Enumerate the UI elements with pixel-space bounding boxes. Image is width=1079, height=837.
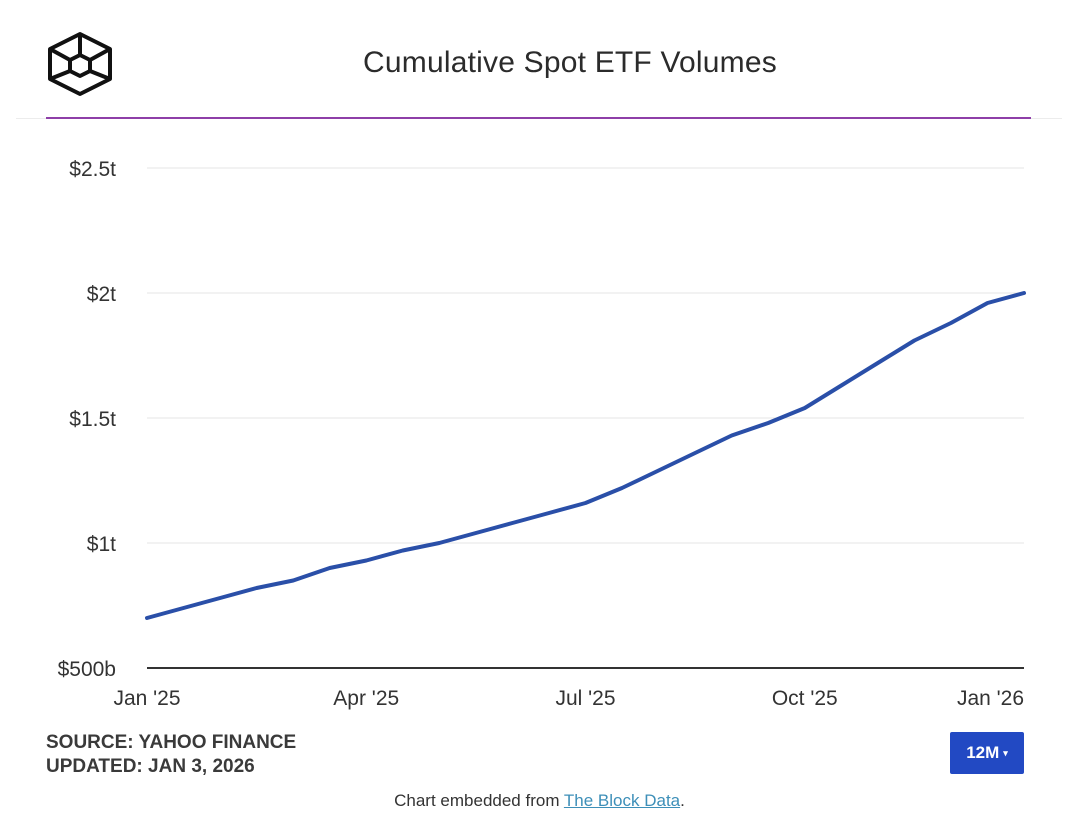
embed-credit: Chart embedded from The Block Data. — [0, 791, 1079, 811]
source-block: SOURCE: YAHOO FINANCE UPDATED: JAN 3, 20… — [46, 731, 296, 779]
source-text: SOURCE: YAHOO FINANCE — [46, 732, 297, 753]
x-tick-label: Jul '25 — [555, 687, 615, 710]
title-accent-line — [46, 117, 1031, 119]
embed-prefix: Chart embedded from — [394, 791, 564, 810]
y-tick-label: $2t — [87, 283, 116, 306]
y-axis-ticks: $500b $1t $1.5t $2t $2.5t — [58, 158, 117, 681]
updated-text: UPDATED: JAN 3, 2026 — [46, 756, 255, 777]
the-block-logo-icon — [48, 32, 112, 96]
range-label: 12M — [966, 743, 1000, 762]
x-tick-label: Jan '26 — [957, 687, 1024, 710]
series-layer — [145, 291, 1026, 620]
embed-suffix: . — [680, 791, 685, 810]
y-tick-label: $1t — [87, 533, 116, 556]
y-tick-label: $1.5t — [69, 408, 116, 431]
x-tick-label: Oct '25 — [772, 687, 838, 710]
grid-lines — [147, 167, 1024, 669]
line-chart: $500b $1t $1.5t $2t $2.5t Jan '25 Apr '25 Jul … — [58, 158, 1026, 710]
x-axis-ticks: Jan '25 Apr '25 Jul '25 Oct '25 Jan '26 — [113, 687, 1024, 710]
caret-down-icon: ▾ — [1003, 747, 1008, 758]
time-range-dropdown-button[interactable]: 12M ▾ — [950, 732, 1024, 774]
y-tick-label: $2.5t — [69, 158, 116, 181]
x-tick-label: Jan '25 — [113, 687, 180, 710]
chart-title: Cumulative Spot ETF Volumes — [363, 46, 777, 79]
the-block-data-link[interactable]: The Block Data — [563, 791, 681, 810]
x-tick-label: Apr '25 — [333, 687, 399, 710]
y-tick-label: $500b — [58, 658, 116, 681]
series-line — [145, 291, 1026, 620]
